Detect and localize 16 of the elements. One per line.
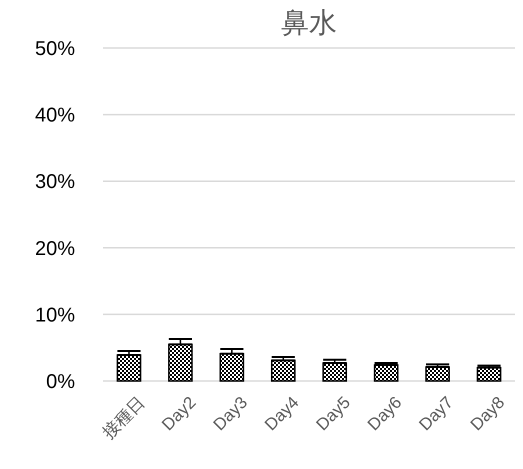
y-tick-label: 50% <box>34 38 76 60</box>
bar <box>476 366 502 382</box>
y-tick-label: 30% <box>34 171 76 194</box>
bar <box>116 354 142 382</box>
x-tick-label: 接種日 <box>98 392 148 442</box>
y-tick-label: 0% <box>46 371 76 393</box>
chart-title: 鼻水 <box>281 7 337 38</box>
bar <box>220 352 244 382</box>
bar <box>270 360 296 382</box>
bar <box>425 366 450 382</box>
y-tick-label: 10% <box>34 304 76 326</box>
bar <box>374 364 398 382</box>
y-tick-label: 20% <box>34 238 76 260</box>
y-tick-label: 40% <box>34 104 76 127</box>
bar <box>168 344 193 382</box>
bar <box>322 362 348 382</box>
